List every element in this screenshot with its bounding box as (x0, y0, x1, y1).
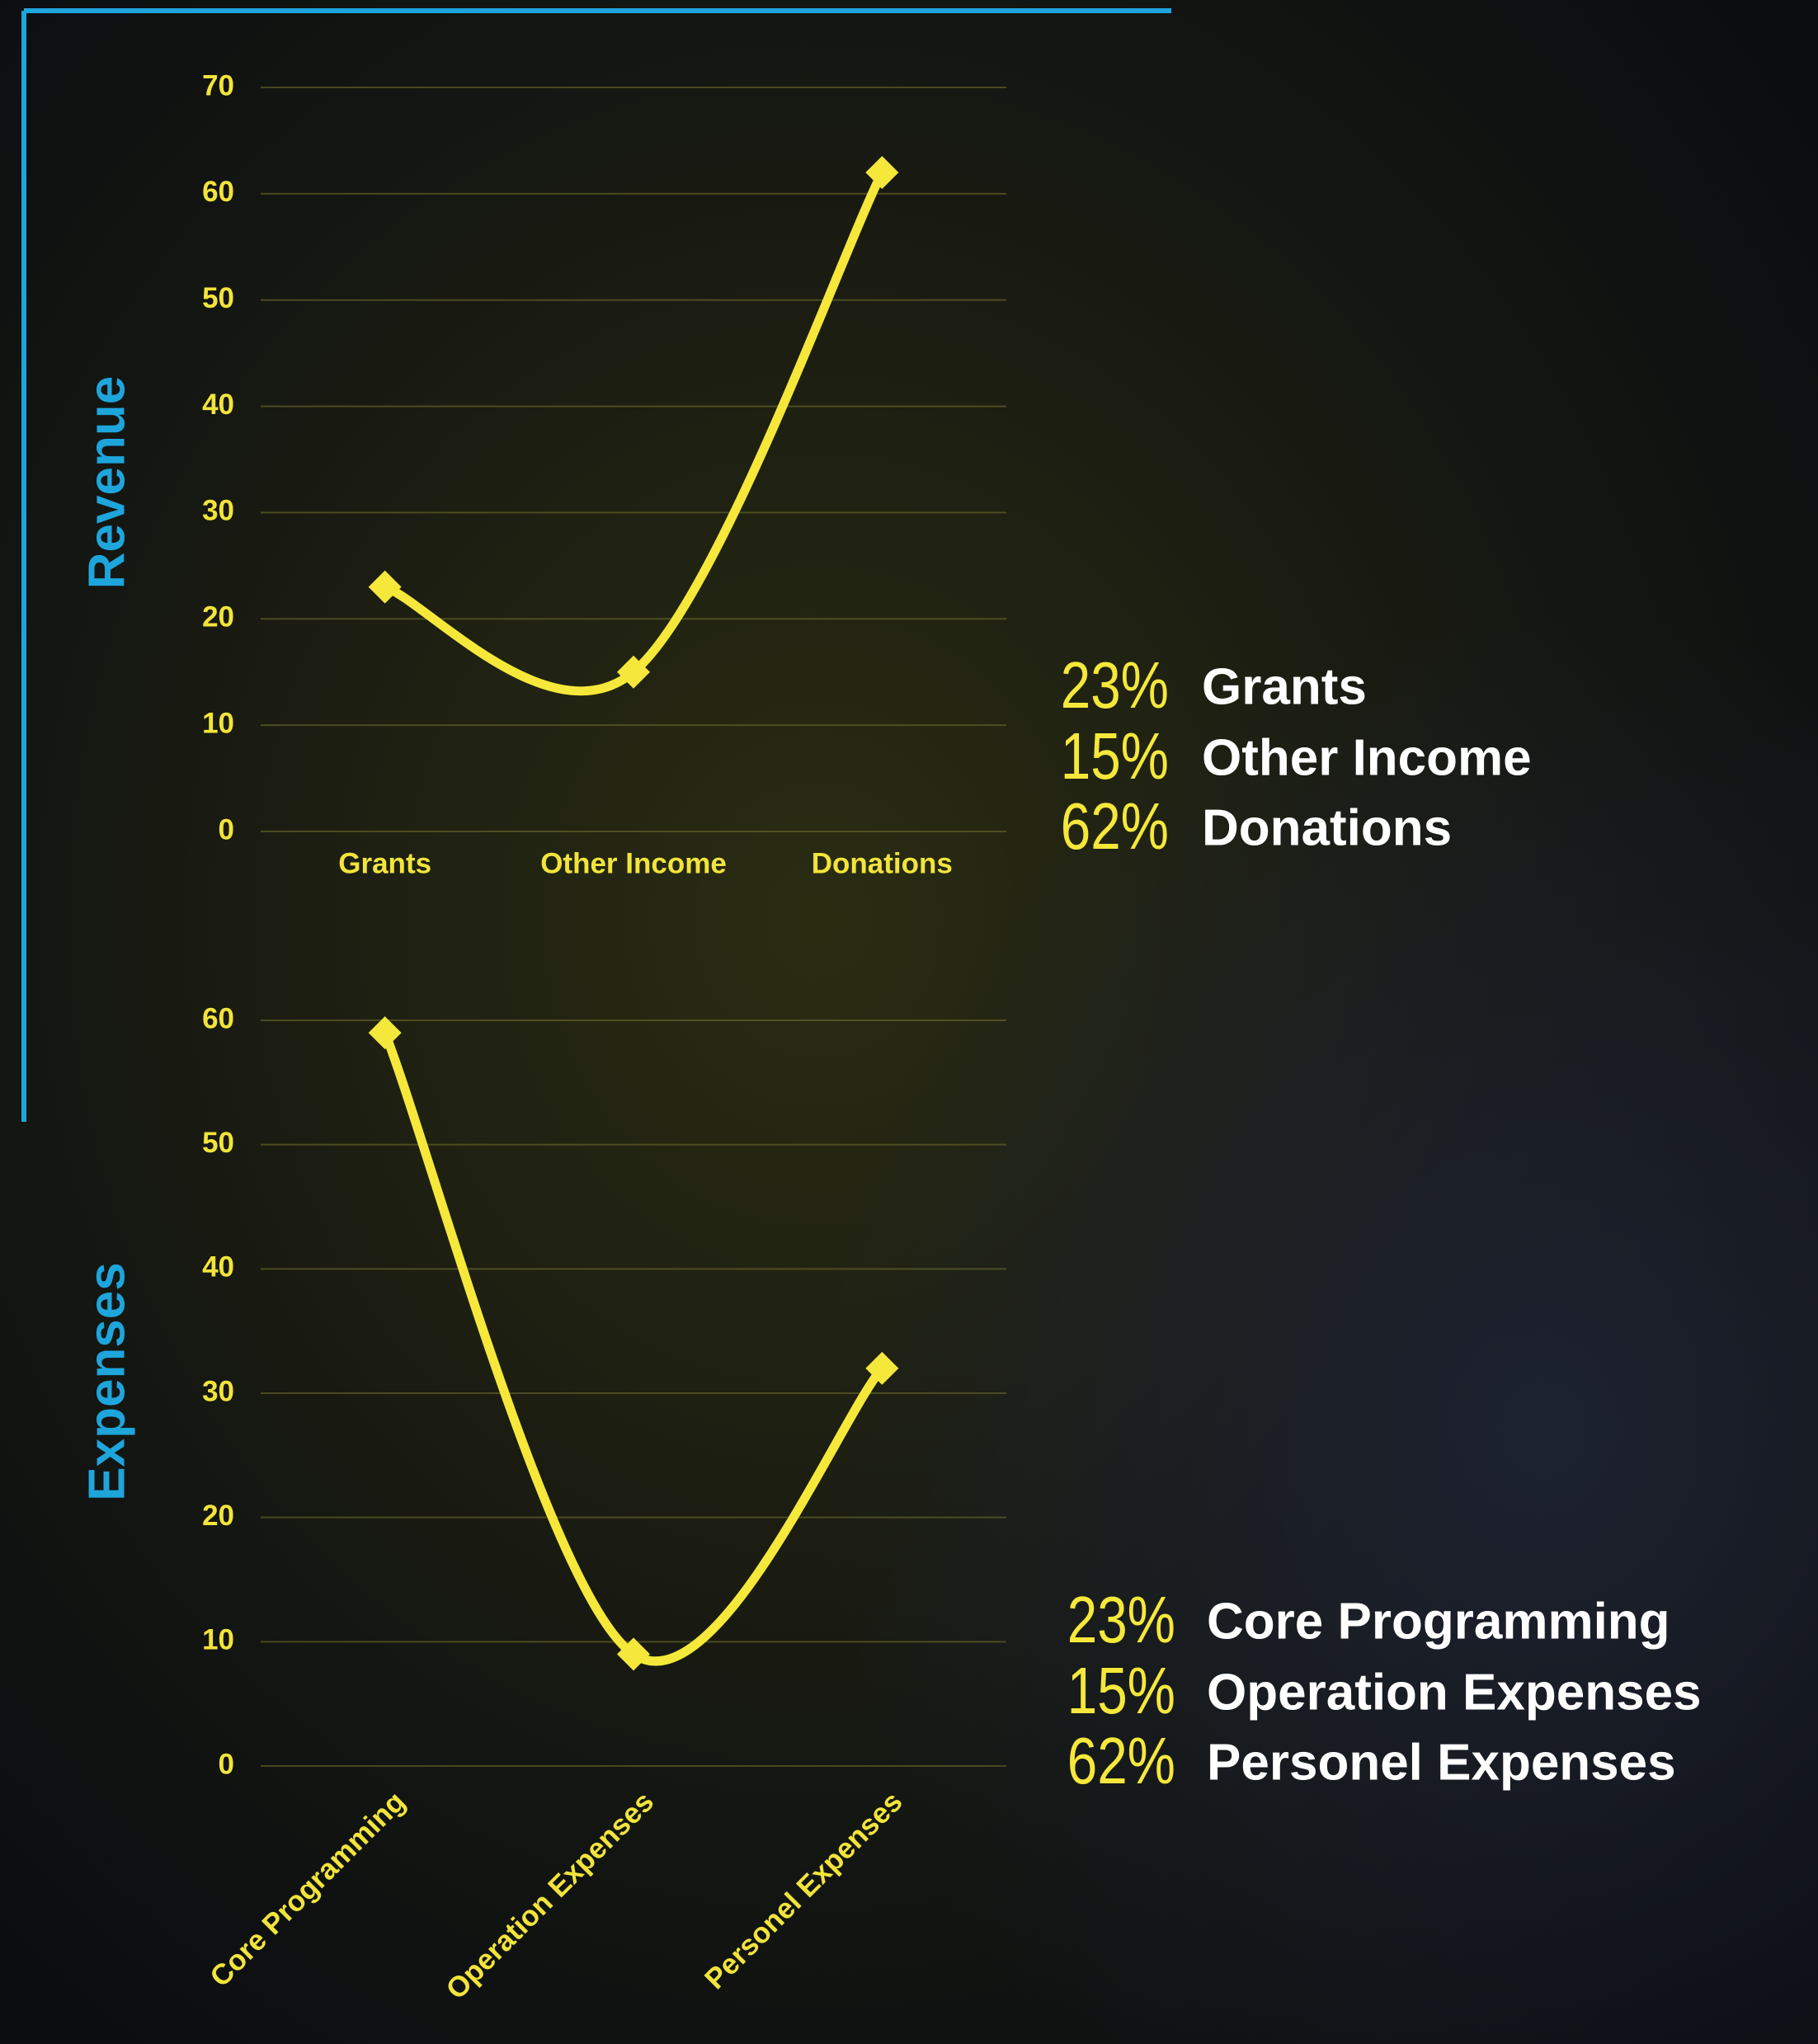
y-tick-label: 60 (202, 176, 234, 208)
y-tick-label: 10 (202, 1624, 234, 1656)
y-tick-label: 50 (202, 1127, 234, 1159)
legend-label: Core Programming (1207, 1593, 1670, 1650)
y-tick-label: 0 (219, 813, 234, 845)
legend-label: Donations (1202, 799, 1452, 856)
x-tick-label: Donations (812, 847, 953, 879)
legend-share: 23% (1061, 648, 1169, 723)
legend-share: 23% (1067, 1583, 1175, 1657)
legend-share: 15% (1061, 719, 1169, 794)
y-tick-label: 50 (202, 282, 234, 314)
page: 0 10 20 30 40 50 60 70 Revenue Grants Other Income… (0, 0, 1818, 2044)
x-tick-label: Other Income (540, 847, 727, 879)
legend-share: 62% (1061, 789, 1169, 864)
y-tick-label: 40 (202, 1251, 234, 1283)
legend-label: Personel Expenses (1207, 1734, 1676, 1791)
legend-share: 15% (1067, 1654, 1175, 1728)
y-axis-title: Revenue (78, 376, 135, 589)
y-tick-label: 40 (202, 389, 234, 421)
y-tick-label: 30 (202, 495, 234, 527)
y-tick-label: 10 (202, 707, 234, 739)
y-tick-label: 20 (202, 601, 234, 633)
y-tick-label: 20 (202, 1500, 234, 1532)
y-axis-title: Expenses (78, 1262, 135, 1501)
legend-label: Grants (1202, 658, 1367, 715)
y-tick-label: 0 (219, 1748, 234, 1780)
y-tick-label: 60 (202, 1002, 234, 1034)
legend-label: Operation Expenses (1207, 1664, 1702, 1721)
legend-share: 62% (1067, 1724, 1175, 1798)
y-tick-label: 30 (202, 1375, 234, 1407)
legend-label: Other Income (1202, 729, 1532, 786)
y-tick-label: 70 (202, 69, 234, 101)
x-tick-label: Grants (338, 847, 431, 879)
